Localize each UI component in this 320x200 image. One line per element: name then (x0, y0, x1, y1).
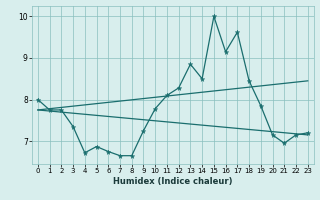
X-axis label: Humidex (Indice chaleur): Humidex (Indice chaleur) (113, 177, 233, 186)
